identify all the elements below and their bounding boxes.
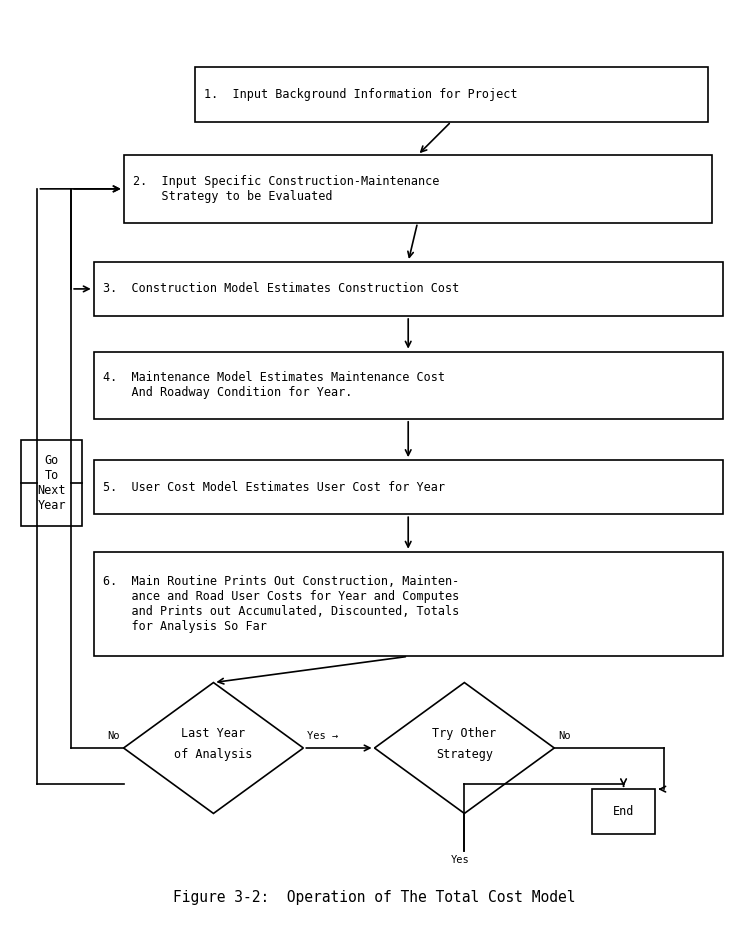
Text: for Analysis So Far: for Analysis So Far [103,620,267,633]
FancyBboxPatch shape [94,460,723,514]
FancyBboxPatch shape [94,352,723,419]
FancyBboxPatch shape [94,552,723,656]
Text: To: To [44,469,59,482]
Text: 4.  Maintenance Model Estimates Maintenance Cost: 4. Maintenance Model Estimates Maintenan… [103,371,445,384]
Text: No: No [107,730,120,741]
FancyBboxPatch shape [21,440,82,526]
Text: No: No [558,730,571,741]
Text: of Analysis: of Analysis [175,748,252,761]
Text: Go: Go [44,454,59,468]
Text: 5.  User Cost Model Estimates User Cost for Year: 5. User Cost Model Estimates User Cost f… [103,481,445,494]
Text: Last Year: Last Year [181,727,246,741]
FancyBboxPatch shape [592,789,655,834]
FancyBboxPatch shape [195,67,708,122]
Text: Yes: Yes [451,855,470,865]
Text: Next: Next [37,484,66,497]
Polygon shape [374,683,554,813]
Text: 3.  Construction Model Estimates Construction Cost: 3. Construction Model Estimates Construc… [103,282,459,295]
Text: Strategy to be Evaluated: Strategy to be Evaluated [133,190,332,203]
Text: And Roadway Condition for Year.: And Roadway Condition for Year. [103,386,352,399]
Text: 6.  Main Routine Prints Out Construction, Mainten-: 6. Main Routine Prints Out Construction,… [103,575,459,588]
Text: and Prints out Accumulated, Discounted, Totals: and Prints out Accumulated, Discounted, … [103,605,459,618]
Text: 1.  Input Background Information for Project: 1. Input Background Information for Proj… [204,88,518,101]
Text: Yes →: Yes → [307,730,339,741]
Text: Strategy: Strategy [436,748,493,761]
Polygon shape [124,683,303,813]
Text: Year: Year [37,499,66,512]
Text: ance and Road User Costs for Year and Computes: ance and Road User Costs for Year and Co… [103,590,459,603]
FancyBboxPatch shape [94,262,723,316]
Text: Figure 3-2:  Operation of The Total Cost Model: Figure 3-2: Operation of The Total Cost … [173,890,576,905]
Text: End: End [613,805,634,818]
Text: Try Other: Try Other [432,727,497,741]
FancyBboxPatch shape [124,155,712,223]
Text: 2.  Input Specific Construction-Maintenance: 2. Input Specific Construction-Maintenan… [133,175,439,188]
